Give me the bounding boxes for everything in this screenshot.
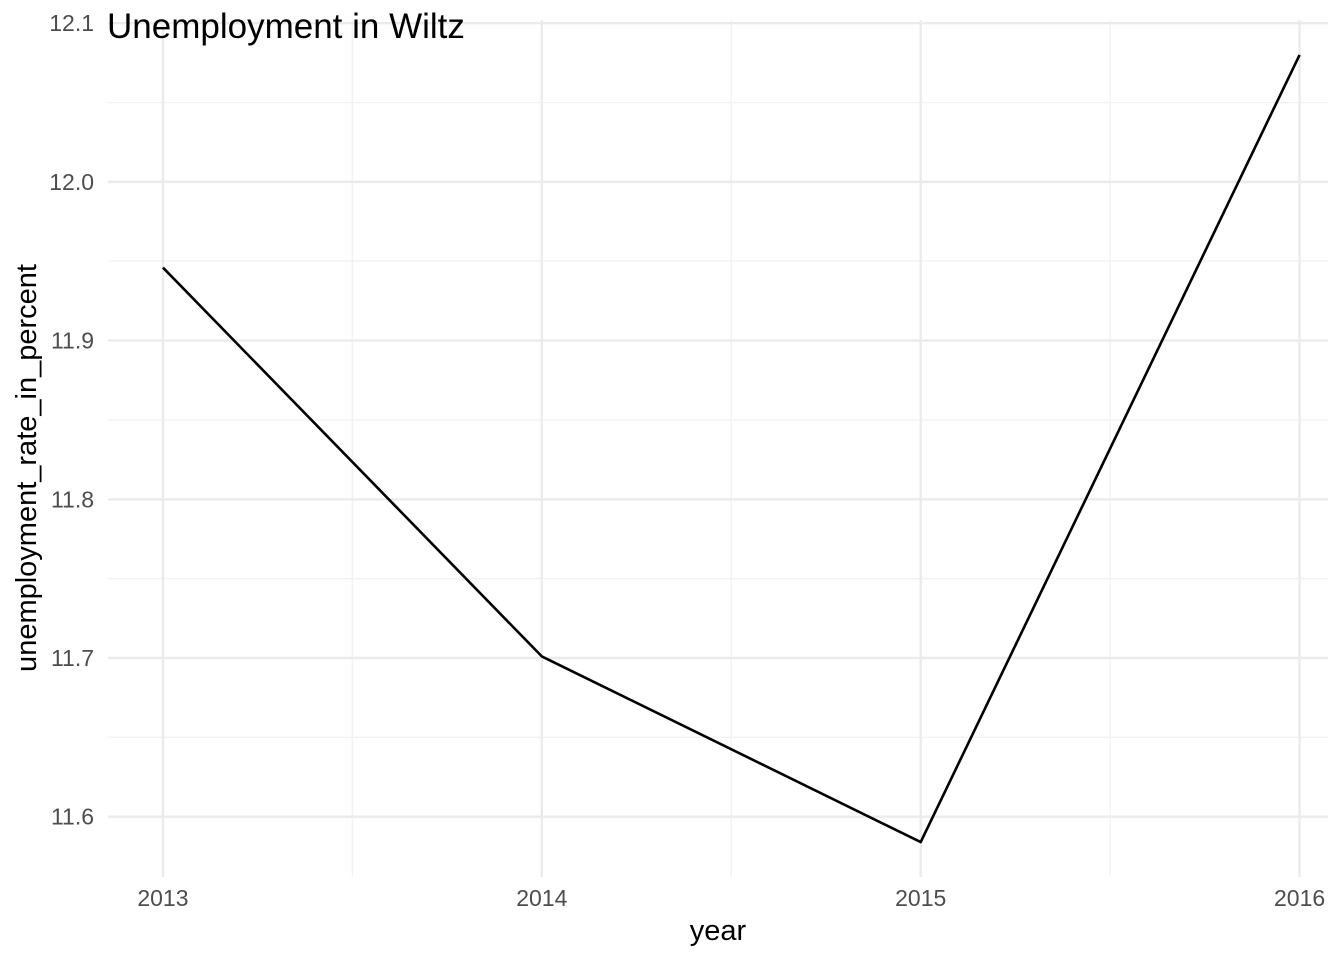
y-tick-label: 11.9 (51, 328, 94, 354)
y-tick-label: 11.7 (51, 645, 94, 671)
x-tick-label: 2015 (895, 885, 946, 911)
grid (108, 20, 1328, 877)
series-layer (162, 54, 1301, 844)
x-tick-label: 2016 (1274, 885, 1325, 911)
x-axis-ticks: 2013 2014 2015 2016 (137, 885, 1325, 911)
y-tick-label: 12.1 (49, 10, 94, 36)
y-tick-label: 12.0 (49, 169, 94, 195)
y-axis-ticks: 11.6 11.7 11.8 11.9 12.0 12.1 (49, 10, 94, 830)
y-tick-label: 11.8 (51, 486, 94, 512)
y-axis-title: unemployment_rate_in_percent (11, 264, 43, 672)
x-axis-title: year (690, 915, 747, 947)
x-tick-label: 2014 (516, 885, 567, 911)
series-line (162, 54, 1301, 844)
y-tick-label: 11.6 (51, 804, 94, 830)
chart-title: Unemployment in Wiltz (107, 7, 465, 46)
x-tick-label: 2013 (137, 885, 188, 911)
